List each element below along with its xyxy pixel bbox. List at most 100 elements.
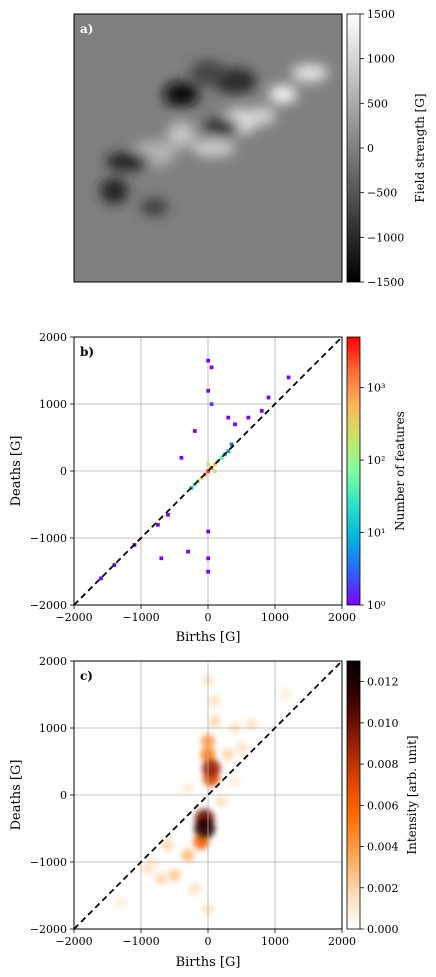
histogram-bin (206, 358, 211, 363)
density-blob (161, 839, 174, 852)
histogram-bin (179, 455, 184, 460)
panel-a-colorbar-label: Field strength [G] (413, 93, 427, 202)
density-blob (245, 718, 258, 731)
panel-b-xlabel: Births [G] (176, 630, 241, 645)
colorbar-tick-label: −500 (367, 187, 397, 200)
colorbar-tick-label: 0.012 (367, 676, 399, 689)
positive-polarity-region (191, 139, 236, 157)
panel-c-ylabel: Deaths [G] (9, 760, 24, 831)
histogram-bin (159, 556, 164, 561)
x-tick-label: −2000 (55, 611, 92, 624)
panel-c-colorbar-label: Intensity [arb. unit] (405, 735, 419, 854)
histogram-bin (209, 402, 214, 407)
x-tick-label: 1000 (261, 935, 289, 948)
positive-polarity-region (167, 121, 196, 148)
colorbar-tick-label: 500 (367, 97, 388, 110)
panel-b-diagonal (73, 336, 343, 606)
panel-a: a) 1500 1000 500 0 −500 −1000 −1500 Field stre… (73, 8, 427, 289)
y-tick-label: 1000 (39, 398, 67, 411)
positive-polarity-region (269, 85, 298, 104)
density-blob (202, 759, 221, 778)
histogram-bin (246, 415, 251, 420)
density-blob (168, 869, 181, 882)
histogram-bin (266, 395, 271, 400)
panel-b-axes: −2000 −1000 0 1000 2000 2000 1000 0 −1000 −2000 (30, 331, 356, 624)
x-tick-label: 2000 (328, 611, 356, 624)
colorbar-tick-label: 0.000 (367, 923, 399, 936)
colorbar-tick-label: 0.006 (367, 799, 399, 812)
colorbar-tick-label: 0.004 (367, 841, 399, 854)
histogram-bin (112, 563, 117, 567)
y-tick-label: 2000 (39, 655, 67, 668)
x-tick-label: 0 (205, 611, 212, 624)
x-tick-label: 1000 (261, 611, 289, 624)
magnetogram-image (74, 14, 342, 282)
panel-c-label: c) (80, 669, 93, 683)
histogram-bin (206, 462, 211, 467)
y-tick-label: −2000 (30, 599, 67, 612)
colorbar-tick-label: 10⁰ (367, 599, 386, 612)
colorbar-tick-label: 0.002 (367, 882, 399, 895)
histogram-bin (209, 365, 214, 370)
histogram-bin (99, 576, 103, 581)
histogram-bin (213, 469, 217, 474)
density-blob (209, 695, 221, 707)
colorbar-tick-label: 1000 (367, 53, 395, 66)
density-blob (182, 782, 194, 794)
colorbar-tick-label: 1500 (367, 8, 395, 21)
negative-polarity-region (140, 197, 169, 216)
colorbar-tick-label: 10¹ (367, 527, 385, 540)
x-tick-label: 2000 (328, 935, 356, 948)
histogram-bin (226, 415, 231, 420)
y-tick-label: 0 (60, 465, 67, 478)
y-tick-label: 1000 (39, 722, 67, 735)
histogram-bin (229, 442, 234, 447)
colorbar-tick-label: 10² (367, 454, 385, 467)
panel-b-ylabel: Deaths [G] (9, 436, 24, 507)
panel-b-colorbar-ticks: 10³ 10² 10¹ 10⁰ (360, 382, 386, 612)
density-blob (208, 715, 221, 728)
histogram-bin (192, 429, 197, 433)
histogram-bin (206, 388, 211, 393)
density-blob (235, 742, 248, 754)
histogram-bin (219, 455, 224, 460)
negative-polarity-region (100, 177, 129, 204)
y-tick-label: −2000 (30, 923, 67, 936)
positive-polarity-region (247, 106, 276, 125)
density-blob (142, 863, 154, 875)
histogram-bin (166, 512, 170, 517)
histogram-bin (186, 549, 190, 554)
histogram-bin (233, 422, 237, 427)
x-tick-label: −2000 (55, 935, 92, 948)
histogram-bin (206, 529, 211, 534)
density-blob (215, 796, 228, 808)
colorbar-tick-label: 10³ (367, 382, 385, 395)
y-tick-label: −1000 (30, 532, 67, 545)
panel-a-frame (73, 13, 343, 283)
density-blob (188, 883, 201, 895)
colorbar-tick-label: −1500 (367, 276, 404, 289)
panel-c-xlabel: Births [G] (176, 955, 241, 970)
density-blob (194, 817, 216, 840)
x-tick-label: 0 (205, 935, 212, 948)
panel-a-label: a) (80, 22, 93, 36)
histogram-bin (213, 462, 217, 467)
histogram-bin (286, 375, 291, 380)
histogram-bin (206, 469, 211, 474)
positive-polarity-region (291, 63, 328, 82)
negative-polarity-region (203, 117, 240, 136)
panel-a-colorbar (346, 13, 361, 283)
colorbar-tick-label: 0.010 (367, 717, 399, 730)
y-tick-label: −1000 (30, 856, 67, 869)
colorbar-tick-label: 0.008 (367, 758, 399, 771)
x-tick-label: −1000 (122, 935, 159, 948)
histogram-bin (206, 569, 211, 574)
negative-polarity-region (163, 81, 200, 108)
density-blob (222, 748, 235, 761)
y-tick-label: 0 (60, 789, 67, 802)
negative-polarity-region (190, 59, 226, 86)
histogram-bin (259, 409, 264, 413)
panel-c-axes: −2000 −1000 0 1000 2000 2000 1000 0 −1000 −2000 (30, 655, 356, 948)
panel-b-colorbar (346, 336, 361, 606)
